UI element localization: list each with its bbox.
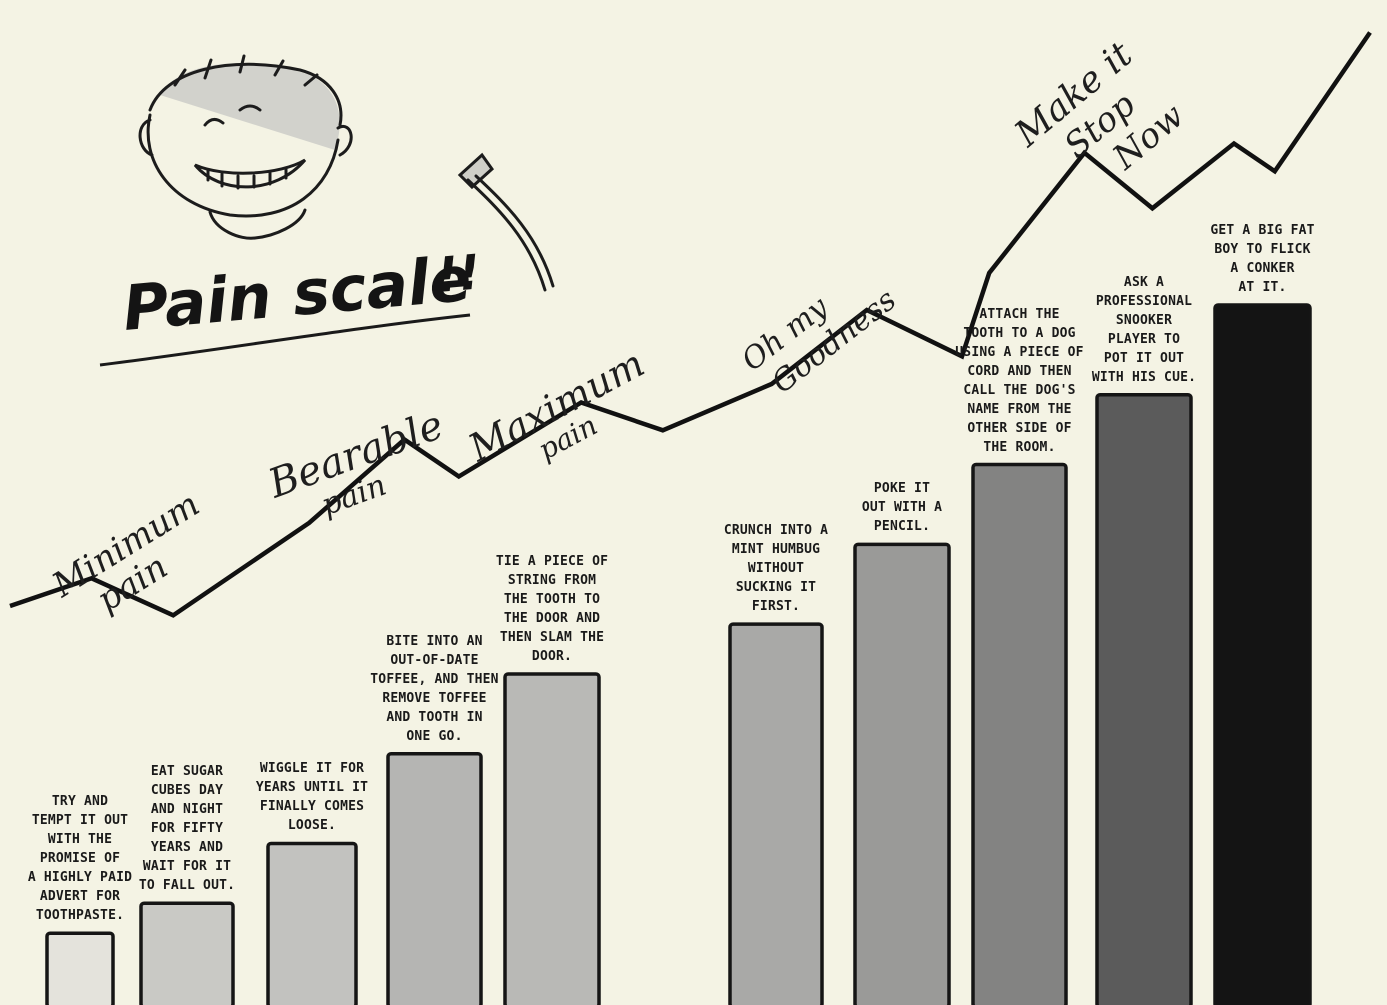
caption-line: REMOVE TOFFEE — [382, 690, 487, 706]
caption-line: TIE A PIECE OF — [495, 553, 609, 569]
caption-line: USING A PIECE OF — [955, 344, 1084, 360]
bar-5 — [503, 672, 601, 1005]
caption-line: CRUNCH INTO A — [723, 523, 829, 539]
bar-7 — [853, 542, 951, 1005]
caption-line: FINALLY COMES — [259, 799, 365, 815]
caption-line: CORD AND THEN — [967, 363, 1072, 379]
caption-line: WIGGLE IT FOR — [259, 761, 365, 777]
scale-label-minimum: Minimum pain — [45, 484, 207, 620]
caption-line: POKE IT — [873, 481, 931, 497]
caption-line: TO FALL OUT. — [138, 878, 236, 894]
caption-line: TRY AND — [51, 794, 109, 810]
caption-line: WITHOUT — [747, 561, 805, 577]
bars-group — [45, 303, 1312, 1005]
bar-4 — [386, 751, 483, 1005]
caption-line: PLAYER TO — [1107, 331, 1181, 347]
caption-line: THE TOOTH TO — [503, 591, 601, 607]
bar-caption-5: TIE A PIECE OF STRING FROM THE TOOTH TO THE… — [494, 552, 610, 666]
bar-caption-7: POKE IT OUT WITH A PENCIL. — [852, 479, 952, 536]
title-exclamation-marks: !! — [434, 244, 482, 304]
bar-9 — [1095, 392, 1193, 1005]
bar-8 — [971, 462, 1068, 1005]
caption-line: THEN SLAM THE — [499, 629, 605, 645]
title-underline — [99, 313, 471, 367]
caption-line: PENCIL. — [873, 519, 931, 535]
caption-line: DOOR. — [531, 648, 573, 664]
bar-caption-8: ATTACH THE TOOTH TO A DOG USING A PIECE OF… — [952, 305, 1088, 457]
caption-line: MINT HUMBUG — [731, 542, 821, 558]
bar-10 — [1213, 303, 1312, 1005]
bar-6 — [728, 622, 824, 1005]
caption-line: SNOOKER — [1115, 312, 1173, 328]
caption-line: TOFFEE, AND THEN — [370, 671, 499, 687]
caption-line: TEMPT IT OUT — [31, 813, 129, 829]
chart-title: Pain scale — [120, 242, 474, 345]
caption-line: ATTACH THE — [979, 306, 1060, 322]
bar-caption-2: EAT SUGAR CUBES DAY AND NIGHT FOR FIFTY YEAR… — [132, 762, 242, 895]
boy-illustration — [138, 54, 555, 292]
caption-line: AND TOOTH IN — [386, 709, 483, 725]
caption-line: A HIGHLY PAID — [27, 870, 133, 886]
caption-line: BOY TO FLICK — [1214, 242, 1311, 257]
caption-line: NAME FROM THE — [967, 401, 1072, 417]
bar-caption-1: TRY AND TEMPT IT OUT WITH THE PROMISE OF A H… — [20, 792, 140, 925]
caption-line: AND NIGHT — [150, 802, 224, 818]
caption-line: STRING FROM — [507, 572, 597, 588]
caption-line: WAIT FOR IT — [142, 859, 232, 875]
caption-line: PROFESSIONAL — [1095, 293, 1193, 309]
caption-line: CUBES DAY — [150, 783, 224, 799]
bar-caption-6: CRUNCH INTO A MINT HUMBUG WITHOUT SUCKING I… — [715, 521, 837, 616]
caption-line: WITH THE — [47, 832, 113, 848]
scale-label-make-it-stop: Make it Stop Now — [1007, 34, 1192, 178]
bar-caption-4: BITE INTO AN OUT-OF-DATE TOFFEE, AND THEN R… — [369, 632, 501, 746]
caption-line: A CONKER — [1230, 261, 1295, 276]
caption-line: THE DOOR AND — [503, 610, 601, 626]
caption-line: WITH HIS CUE. — [1091, 369, 1197, 385]
caption-line: AT IT. — [1238, 280, 1287, 295]
caption-line: LOOSE. — [287, 818, 337, 834]
caption-line: OUT-OF-DATE — [390, 652, 479, 668]
bar-3 — [266, 841, 358, 1005]
caption-line: FIRST. — [751, 599, 801, 615]
bar-1 — [45, 931, 115, 1005]
caption-line: ONE GO. — [406, 728, 463, 744]
caption-line: CALL THE DOG'S — [963, 382, 1076, 398]
caption-line: THE ROOM. — [983, 439, 1056, 455]
caption-line: FOR FIFTY — [150, 821, 224, 837]
caption-line: POT IT OUT — [1103, 350, 1185, 366]
caption-line: OTHER SIDE OF — [967, 420, 1072, 436]
caption-line: TOOTH TO A DOG — [963, 325, 1076, 341]
caption-line: EAT SUGAR — [150, 764, 224, 780]
scale-label-maximum: Maximum pain — [461, 341, 652, 470]
caption-line: ASK A — [1123, 274, 1165, 290]
caption-line: OUT WITH A — [861, 500, 943, 516]
caption-line: GET A BIG FAT — [1210, 223, 1315, 238]
caption-line: YEARS UNTIL IT — [255, 780, 369, 796]
scale-label-bearable: Bearable pain — [262, 402, 450, 523]
caption-line: YEARS AND — [150, 840, 224, 856]
caption-line: BITE INTO AN — [386, 633, 483, 649]
caption-line: PROMISE OF — [39, 851, 121, 867]
bar-caption-10: GET A BIG FAT BOY TO FLICK A CONKER AT IT. — [1205, 221, 1321, 297]
bar-caption-3: WIGGLE IT FOR YEARS UNTIL IT FINALLY COMES… — [254, 759, 370, 835]
scale-label-goodness: Oh my Goodness — [735, 282, 903, 400]
caption-line: TOOTHPASTE. — [35, 908, 125, 924]
caption-line: SUCKING IT — [735, 580, 817, 596]
bar-2 — [139, 901, 235, 1005]
pain-trend-line — [9, 31, 1372, 618]
caption-line: ADVERT FOR — [39, 889, 121, 905]
bar-caption-9: ASK A PROFESSIONAL SNOOKER PLAYER TO POT IT … — [1088, 273, 1200, 387]
